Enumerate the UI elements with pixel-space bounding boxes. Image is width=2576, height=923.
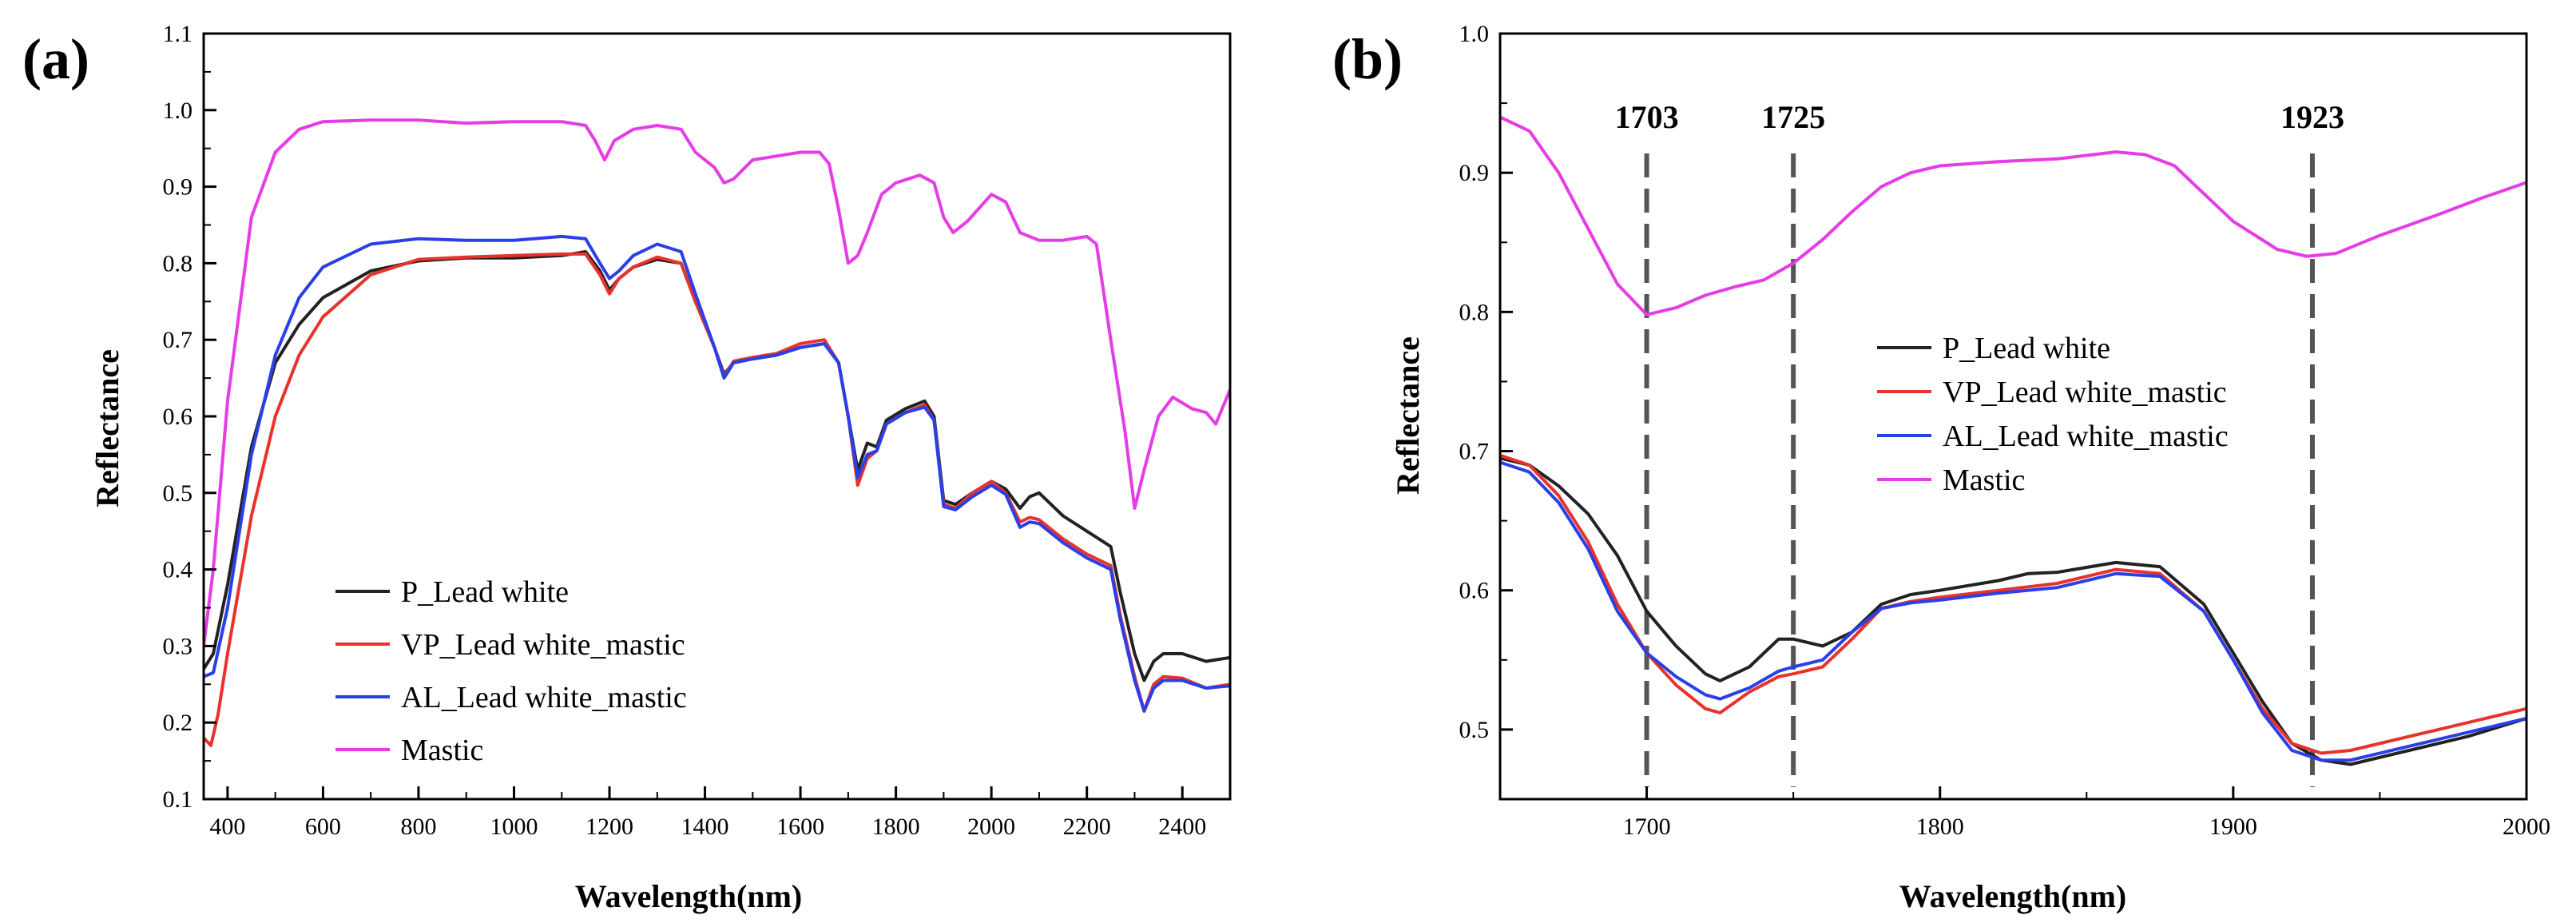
y-tick-label-a: 0.6: [163, 404, 193, 430]
y-tick-label-a: 0.1: [163, 786, 193, 813]
y-axis-title-a: Reflectance: [89, 349, 125, 507]
x-tick-label-a: 800: [400, 814, 436, 840]
x-tick-label-a: 2400: [1158, 814, 1206, 840]
x-tick-label-a: 600: [305, 814, 341, 840]
plot-area-b: 1703 1725 1923 1700 1800 1900 2000 0.5 0.6 0.7 0.8…: [1459, 21, 2551, 840]
series-line-a-2: [204, 234, 1230, 713]
y-tick-label-a: 1.1: [163, 21, 193, 47]
y-tick-label-a: 1.0: [163, 97, 193, 124]
legend-b: P_Lead white VP_Lead white_mastic AL_Lead …: [1877, 332, 2229, 497]
x-tick-label-a: 1400: [681, 814, 729, 840]
annotation-label-1725: 1725: [1761, 99, 1825, 135]
x-tick-label-a: 1200: [585, 814, 633, 840]
panel-label-b: (b): [1332, 27, 1403, 91]
x-tick-label-b: 1900: [2209, 814, 2257, 840]
y-tick-label-b: 0.7: [1459, 439, 1490, 465]
y-tick-label-a: 0.8: [163, 250, 193, 277]
series-line-a-3: [204, 118, 1230, 646]
legend-label-a-1: VP_Lead white_mastic: [401, 628, 685, 662]
y-tick-label-a: 0.2: [163, 710, 193, 736]
annotation-label-1923: 1923: [2280, 99, 2344, 135]
annotation-label-1703: 1703: [1615, 99, 1679, 135]
legend-label-b-0: P_Lead white: [1943, 332, 2110, 365]
x-tick-label-a: 1800: [872, 814, 920, 840]
legend-label-a-0: P_Lead white: [401, 575, 569, 609]
x-tick-label-a: 2000: [967, 814, 1015, 840]
series-line-a-1: [204, 252, 1230, 747]
series-line-b-2: [1500, 460, 2526, 762]
y-tick-label-a: 0.3: [163, 633, 193, 659]
legend-label-a-3: Mastic: [401, 734, 483, 767]
panel-label-a: (a): [22, 27, 89, 91]
panel-b: (b) Reflectance Wavelength(nm) 1703 1725 1…: [1332, 21, 2550, 914]
y-tick-label-b: 1.0: [1459, 21, 1490, 47]
series-line-b-0: [1500, 456, 2526, 766]
plot-area-a: 400 600 800 1000 1200 1400 1600 1800 2000 2200 240…: [163, 21, 1232, 840]
plot-frame-b: [1498, 32, 2528, 801]
plot-frame-a: [202, 32, 1232, 801]
legend-label-a-2: AL_Lead white_mastic: [401, 681, 687, 714]
series-line-a-0: [204, 250, 1230, 682]
legend-label-b-1: VP_Lead white_mastic: [1943, 376, 2227, 409]
x-axis-title-b: Wavelength(nm): [1899, 878, 2126, 914]
y-tick-label-b: 0.6: [1459, 578, 1490, 604]
y-tick-label-a: 0.9: [163, 174, 193, 201]
y-tick-label-b: 0.5: [1459, 717, 1490, 743]
y-tick-label-a: 0.5: [163, 480, 193, 507]
y-tick-label-b: 0.8: [1459, 299, 1490, 325]
x-tick-label-b: 1700: [1623, 814, 1671, 840]
y-tick-label-a: 0.4: [163, 557, 193, 583]
x-tick-label-b: 2000: [2503, 814, 2550, 840]
x-tick-label-b: 1800: [1916, 814, 1964, 840]
x-axis-title-a: Wavelength(nm): [575, 878, 802, 914]
y-axis-title-b: Reflectance: [1390, 336, 1426, 495]
y-tick-label-a: 0.7: [163, 327, 193, 353]
y-tick-label-b: 0.9: [1459, 160, 1490, 186]
x-tick-label-a: 1000: [490, 814, 538, 840]
x-tick-label-a: 1600: [776, 814, 824, 840]
x-tick-label-a: 2200: [1063, 814, 1111, 840]
legend-a: P_Lead white VP_Lead white_mastic AL_Lead …: [335, 575, 687, 767]
panel-a: (a) Reflectance Wavelength(nm) 400 600 800…: [22, 21, 1232, 914]
x-tick-label-a: 400: [209, 814, 245, 840]
series-line-b-3: [1500, 115, 2526, 316]
series-line-b-1: [1500, 453, 2526, 755]
legend-label-b-3: Mastic: [1943, 463, 2025, 497]
legend-label-b-2: AL_Lead white_mastic: [1943, 420, 2229, 453]
